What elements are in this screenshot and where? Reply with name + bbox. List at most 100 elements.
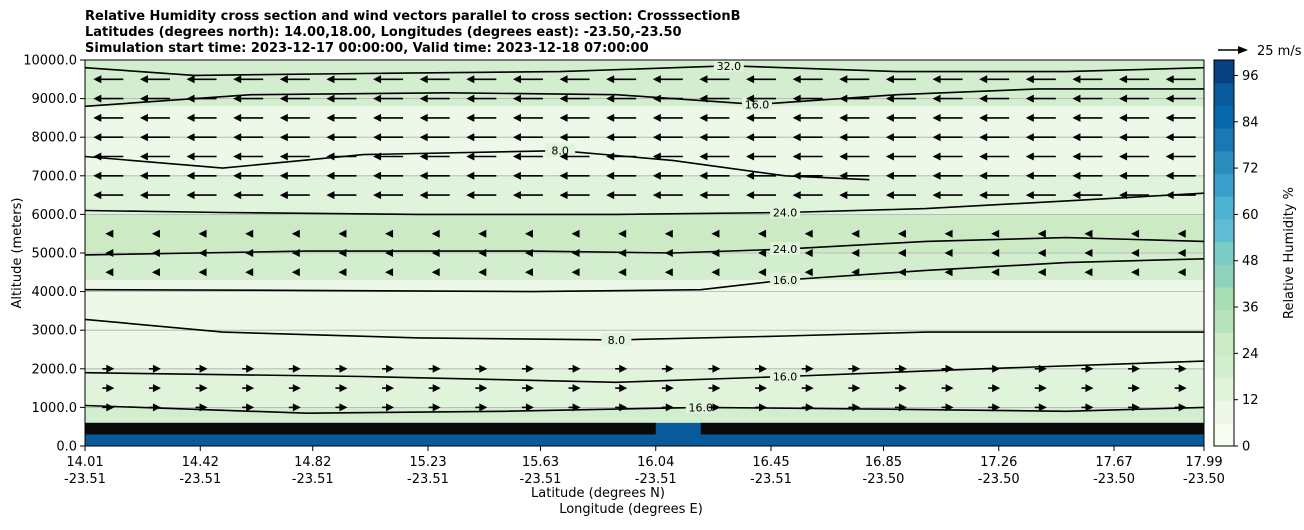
wind-mid-1-1-head bbox=[151, 249, 160, 257]
quiver-key-arrow-head bbox=[1238, 46, 1248, 54]
x-tick-label-lat-8: 17.26 bbox=[980, 455, 1017, 470]
wind-upper-1-4-head bbox=[279, 171, 288, 180]
wind-lower-0-13-head bbox=[712, 403, 721, 412]
wind-lower-0-9-head bbox=[525, 403, 534, 412]
wind-upper-6-23-head bbox=[1165, 75, 1174, 84]
wind-upper-4-7-head bbox=[419, 113, 428, 122]
wind-lower-2-14-head bbox=[759, 364, 768, 373]
x-tick-label-lat-7: 16.85 bbox=[865, 455, 902, 470]
wind-upper-2-16-head bbox=[839, 152, 848, 161]
wind-upper-2-0-head bbox=[93, 152, 102, 161]
wind-upper-5-15-head bbox=[792, 94, 801, 103]
x-axis-label-longitude: Longitude (degrees E) bbox=[559, 502, 703, 517]
quiver-key-label: 25 m/s bbox=[1257, 44, 1302, 59]
colorbar-segment-12 bbox=[1214, 150, 1234, 175]
wind-lower-0-15-head bbox=[805, 403, 814, 412]
wind-lower-2-21-head bbox=[1085, 364, 1094, 373]
wind-upper-6-8-head bbox=[466, 75, 475, 84]
wind-upper-0-5-head bbox=[326, 191, 335, 200]
wind-upper-0-14-head bbox=[746, 191, 755, 200]
wind-upper-4-22-head bbox=[1119, 113, 1128, 122]
wind-upper-1-9-head bbox=[512, 171, 521, 180]
wind-upper-2-19-head bbox=[979, 152, 988, 161]
contour-lines: 8.016.024.024.08.016.032.016.016.0 bbox=[85, 60, 1204, 414]
wind-mid-2-2-head bbox=[198, 268, 207, 277]
colorbar-tick-label-1: 12 bbox=[1242, 393, 1259, 408]
wind-upper-2-5-head bbox=[326, 152, 335, 161]
wind-mid-0-5-head bbox=[338, 229, 347, 238]
wind-mid-0-9-head bbox=[524, 229, 533, 238]
wind-upper-6-13-head bbox=[699, 75, 708, 84]
wind-mid-1-18-head bbox=[944, 249, 953, 257]
wind-upper-1-16-head bbox=[839, 171, 848, 180]
wind-upper-6-2-head bbox=[186, 75, 195, 84]
wind-upper-0-6-head bbox=[373, 191, 382, 200]
contour-label-bg-8 bbox=[770, 369, 801, 383]
wind-upper-4-14-head bbox=[746, 113, 755, 122]
y-tick-label-2: 2000.0 bbox=[32, 362, 78, 377]
wind-mid-2-22-head bbox=[1131, 268, 1140, 277]
wind-lower-2-4-head bbox=[292, 364, 301, 373]
wind-upper-3-8-head bbox=[466, 133, 475, 142]
wind-upper-3-23-head bbox=[1165, 133, 1174, 142]
wind-vectors bbox=[93, 75, 1196, 412]
wind-upper-3-6-head bbox=[373, 133, 382, 142]
wind-upper-0-7-head bbox=[419, 191, 428, 200]
wind-upper-3-17-head bbox=[885, 133, 894, 142]
wind-upper-5-7-head bbox=[419, 94, 428, 103]
x-tick-label-lon-7: -23.50 bbox=[863, 472, 905, 487]
y-tick-label-0: 0.0 bbox=[56, 440, 77, 455]
y-tick-label-10: 10000.0 bbox=[23, 54, 77, 69]
wind-upper-4-12-head bbox=[652, 113, 661, 122]
wind-upper-1-5-head bbox=[326, 171, 335, 180]
wind-upper-2-10-head bbox=[559, 152, 568, 161]
wind-upper-2-6-head bbox=[373, 152, 382, 161]
wind-mid-1-21-head bbox=[1084, 249, 1093, 257]
wind-upper-3-13-head bbox=[699, 133, 708, 142]
wind-lower-2-19-head bbox=[992, 364, 1001, 373]
colorbar-segment-2 bbox=[1214, 377, 1234, 402]
contour-label-7: 16.0 bbox=[688, 401, 713, 414]
wind-upper-4-18-head bbox=[932, 113, 941, 122]
wind-mid-0-4-head bbox=[291, 229, 300, 238]
colorbar-tick-label-3: 36 bbox=[1242, 301, 1259, 316]
x-tick-label-lat-4: 15.63 bbox=[522, 455, 559, 470]
wind-mid-2-18-head bbox=[944, 268, 953, 277]
x-tick-label-lat-10: 17.99 bbox=[1185, 455, 1222, 470]
rh-band-0 bbox=[85, 407, 1204, 423]
contour-label-5: 16.0 bbox=[745, 98, 770, 111]
wind-lower-1-2-head bbox=[199, 384, 208, 393]
y-tick-label-4: 4000.0 bbox=[32, 285, 78, 300]
wind-mid-0-0-head bbox=[105, 229, 114, 238]
wind-lower-1-14-head bbox=[759, 384, 768, 393]
wind-upper-5-3-head bbox=[233, 94, 242, 103]
colorbar-tick-label-7: 84 bbox=[1242, 115, 1259, 130]
wind-lower-1-7-head bbox=[432, 384, 441, 393]
wind-lower-0-1-head bbox=[152, 403, 161, 412]
wind-lower-0-23-head bbox=[1178, 403, 1187, 412]
wind-mid-2-17-head bbox=[897, 268, 906, 277]
wind-upper-1-17-head bbox=[885, 171, 894, 180]
wind-lower-1-23-head bbox=[1178, 384, 1187, 393]
wind-lower-1-0-head bbox=[106, 384, 115, 393]
wind-upper-5-4-head bbox=[279, 94, 288, 103]
wind-upper-1-3-head bbox=[233, 171, 242, 180]
colorbar-tick-label-5: 60 bbox=[1242, 208, 1259, 223]
wind-lower-2-3-head bbox=[246, 364, 255, 373]
x-tick-label-lat-3: 15.23 bbox=[409, 455, 446, 470]
wind-mid-1-3-head bbox=[245, 249, 254, 257]
colorbar-segment-8 bbox=[1214, 241, 1234, 265]
wind-upper-0-15-head bbox=[792, 191, 801, 200]
contour-label-6: 32.0 bbox=[717, 60, 742, 73]
wind-upper-6-4-head bbox=[279, 75, 288, 84]
wind-lower-1-13-head bbox=[712, 384, 721, 393]
wind-upper-5-1-head bbox=[139, 94, 148, 103]
wind-upper-2-22-head bbox=[1119, 152, 1128, 161]
colorbar-segment-15 bbox=[1214, 82, 1234, 106]
wind-lower-0-5-head bbox=[339, 403, 348, 412]
wind-mid-1-10-head bbox=[571, 249, 580, 257]
wind-upper-0-1-head bbox=[139, 191, 148, 200]
wind-upper-4-8-head bbox=[466, 113, 475, 122]
colorbar: 0 12 24 36 48 60 72 84 96 bbox=[1213, 59, 1259, 455]
